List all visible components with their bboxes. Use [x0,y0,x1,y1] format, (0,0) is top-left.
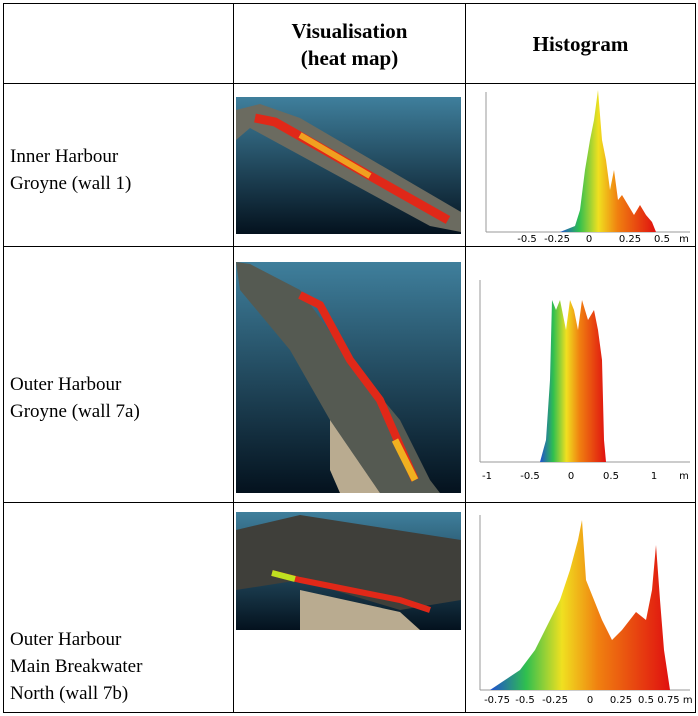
axis-tick-label: 0.25 [610,695,632,706]
row-label: Groyne (wall 7a) [10,398,140,425]
axis-tick-label: m [679,471,689,482]
axis-tick-label: -0.25 [544,234,570,245]
axis-tick-label: 0 [586,234,592,245]
row-label: Outer Harbour [10,626,121,653]
axis-tick-label: m [679,234,689,245]
row-label: North (wall 7b) [10,680,128,707]
axis-tick-label: 0.25 [619,234,641,245]
axis-tick-label: 1 [651,471,657,482]
axis-tick-label: -0.75 [484,695,510,706]
axis-tick-label: 0 [587,695,593,706]
axis-tick-label: -1 [482,471,492,482]
row-label: Inner Harbour [10,143,118,170]
axis-tick-label: -0.5 [517,234,537,245]
axis-tick-label: 0.5 [638,695,654,706]
row-label: Main Breakwater [10,653,142,680]
row-label: Groyne (wall 1) [10,170,131,197]
axis-tick-label: 0.75 m [657,695,692,706]
axis-tick-label: -0.25 [542,695,568,706]
row-label: Outer Harbour [10,371,121,398]
images [0,0,698,716]
page: {"table": { "header": ["Visualisation", … [0,0,698,716]
axis-tick-label: 0.5 [603,471,619,482]
axis-tick-label: 0.5 [654,234,670,245]
axis-tick-label: -0.5 [515,695,535,706]
axis-tick-label: 0 [568,471,574,482]
axis-tick-label: -0.5 [520,471,540,482]
